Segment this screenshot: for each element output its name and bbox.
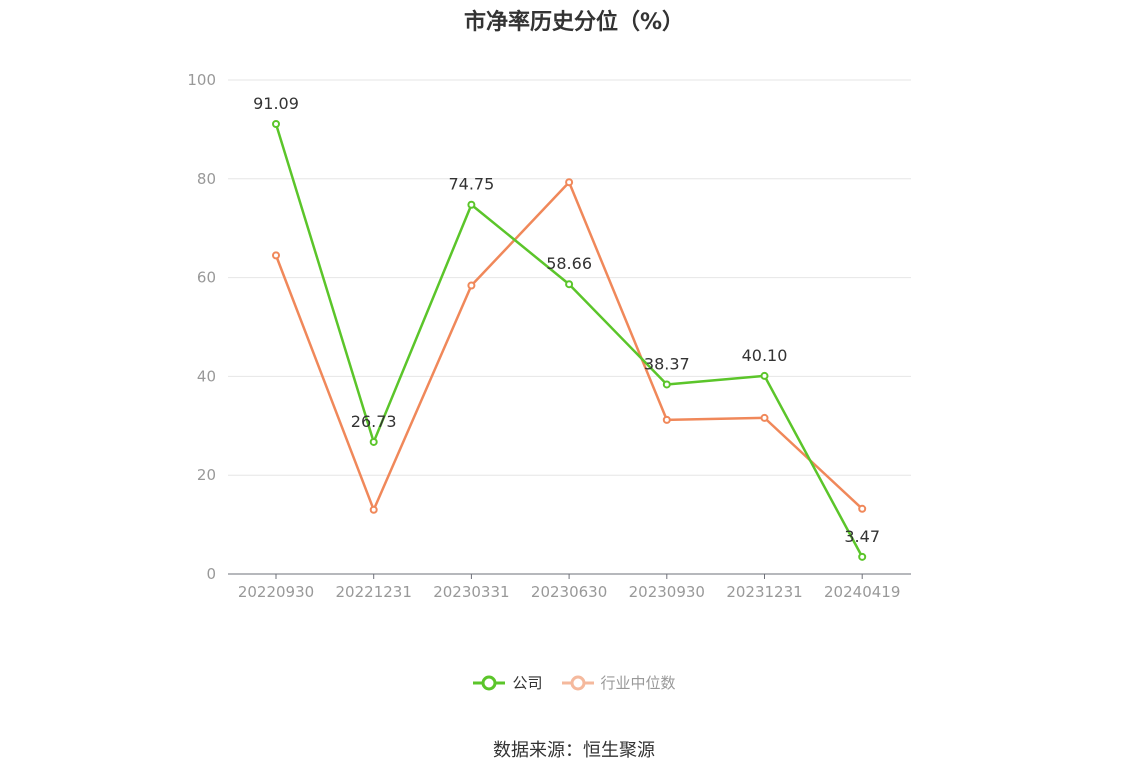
series-layer [272,120,867,561]
data-point-industry-median-4 [662,415,671,424]
data-label-company-5: 40.10 [742,346,788,365]
legend: 公司 行业中位数 [0,672,1148,693]
data-point-industry-median-1 [369,505,378,514]
data-label-company-4: 38.37 [644,354,690,373]
data-point-industry-median-2 [467,281,476,290]
data-point-industry-median-6 [858,504,867,513]
legend-industry-label: 行业中位数 [600,674,676,692]
x-tick-label-20240419: 20240419 [824,583,900,601]
source-note: 数据来源：恒生聚源 [493,740,655,761]
data-point-company-2 [467,200,476,209]
chart-title: 市净率历史分位（%） [463,10,685,35]
x-tick-label-20231231: 20231231 [726,583,802,601]
x-tick-label-20230930: 20230930 [629,583,705,601]
data-label-company-0: 91.09 [253,94,299,113]
x-tick-label-20221231: 20221231 [336,583,412,601]
data-point-industry-median-0 [272,251,280,260]
grid-lines [228,79,911,476]
y-tick-label-40: 40 [197,367,216,385]
y-tick-label-20: 20 [197,466,216,484]
series-line-company [274,123,864,558]
axes: 0 20 40 60 80 100 20220930 20221231 20230331 2023… [187,71,911,601]
legend-item-industry-median[interactable]: 行业中位数 [561,672,676,693]
y-tick-label-0: 0 [206,565,216,583]
y-tick-label-60: 60 [197,269,216,287]
x-tick-label-20230331: 20230331 [433,583,509,601]
data-label-company-3: 58.66 [546,254,592,273]
data-point-company-4 [662,380,671,389]
data-point-company-6 [858,552,867,561]
data-point-company-1 [369,437,378,446]
legend-company-icon [473,675,506,690]
data-point-industry-median-3 [565,178,574,187]
data-label-company-1: 26.73 [351,412,397,431]
y-tick-label-80: 80 [197,170,216,188]
data-point-industry-median-5 [760,413,769,422]
data-point-company-3 [565,280,574,289]
x-tick-label-20230630: 20230630 [531,583,607,601]
legend-company-label: 公司 [512,674,543,692]
data-point-company-0 [272,120,280,129]
x-tick-label-20220930: 20220930 [238,583,314,601]
data-label-company-2: 74.75 [448,175,494,194]
y-tick-label-100: 100 [187,71,216,89]
data-label-company-6: 3.47 [844,527,880,546]
data-labels: 91.09 26.73 74.75 58.66 38.37 40.10 3.47 [253,94,880,546]
data-point-company-5 [760,371,769,380]
legend-item-company[interactable]: 公司 [472,672,543,693]
legend-industry-icon [561,675,594,690]
